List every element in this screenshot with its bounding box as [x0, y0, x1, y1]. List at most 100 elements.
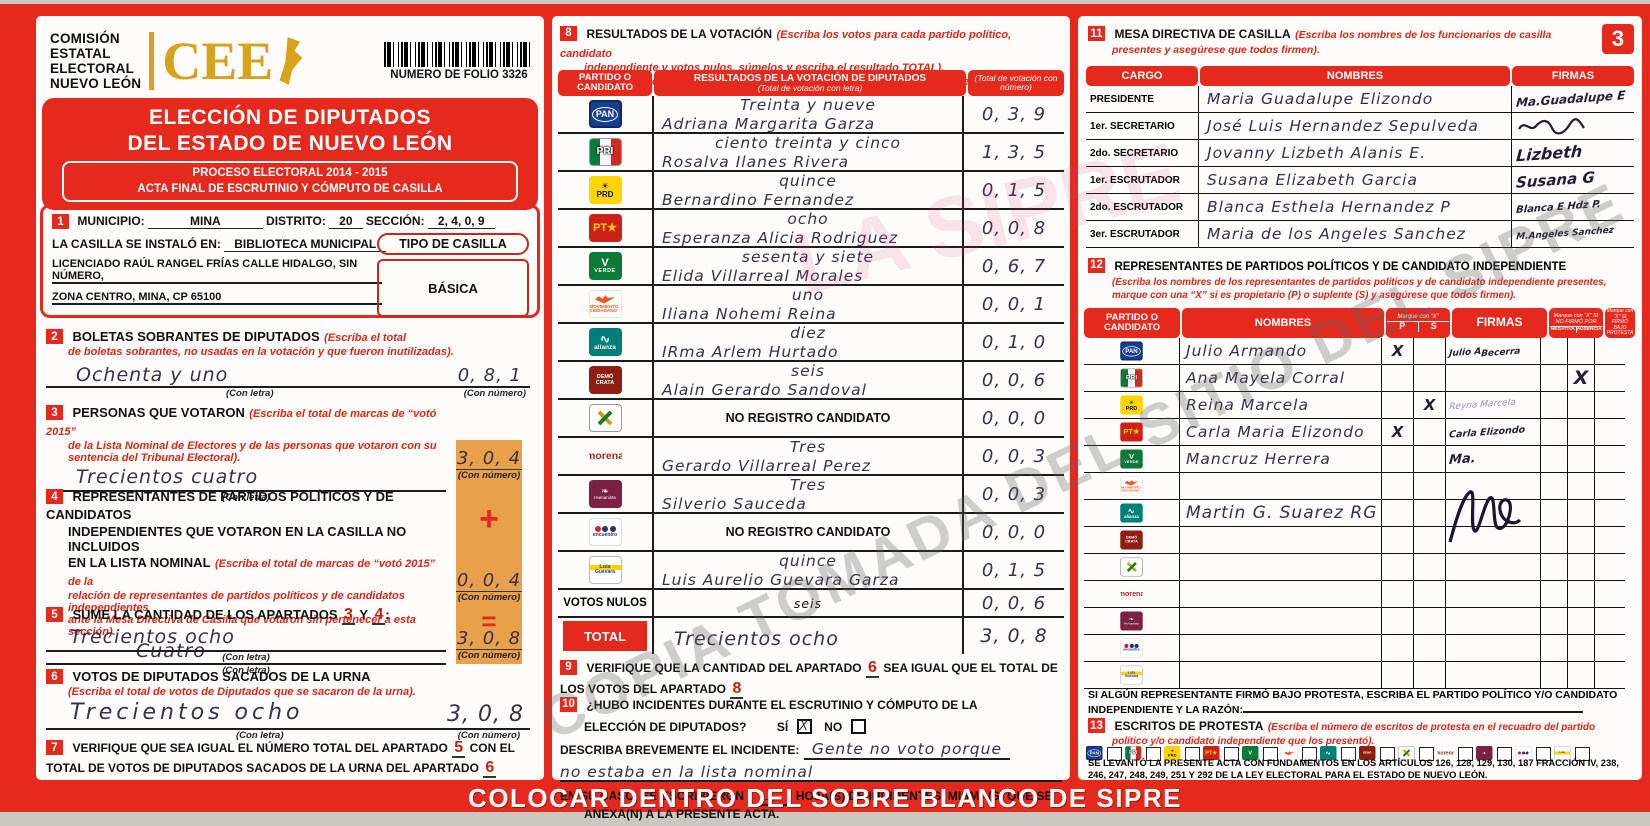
- pt-label: PT★: [593, 221, 617, 234]
- candidate-name: Rosalva Ilanes Rivera: [662, 153, 850, 171]
- col-marque-ps: Marque con “X”: [1397, 313, 1439, 320]
- party-row-prd: ☀ PRD quince Bernardino Fernandez 0, 1, 5: [558, 172, 1064, 210]
- rep-row-independiente: Luis Guevara: [1084, 662, 1636, 689]
- col-cargo: CARGO: [1121, 69, 1163, 82]
- prd-label: PRD: [596, 189, 614, 199]
- candidate-name: Luis Aurelio Guevara Garza: [662, 571, 900, 589]
- no-registro-label: NO REGISTRO CANDIDATO: [725, 411, 891, 425]
- protesta-item-mc: [1281, 746, 1317, 762]
- seccion-value: 2, 4, 0, 9: [427, 214, 495, 229]
- candidate-name: Alain Gerardo Sandoval: [662, 381, 867, 399]
- legal-text: 246, 247, 248, 249, 251 Y 292 DE LA LEY …: [1088, 769, 1488, 780]
- section-title: VOTOS DE DIPUTADOS SACADOS DE LA URNA: [72, 669, 371, 684]
- col-bajo-protesta: Marque con “X” SI FIRMÓ BAJO PROTESTA: [1606, 308, 1634, 337]
- verde-label: VERDE: [594, 267, 616, 274]
- votes-words: uno: [791, 286, 825, 304]
- protesta-count-box: [1419, 747, 1434, 761]
- document-red-frame: COMISIÓN ESTATAL ELECTORAL NUEVO LEÓN CE…: [0, 4, 1650, 821]
- protesta-item-prd: ☀ PRD: [1164, 746, 1200, 762]
- representante-nombre: Mancruz Herrera: [1180, 446, 1382, 473]
- funcionario-nombre: José Luis Hernandez Sepulveda: [1198, 113, 1512, 140]
- votes-number: 0, 1, 5: [981, 559, 1047, 581]
- section-incidentes: 10 ¿HUBO INCIDENTES DURANTE EL ESCRUTINI…: [560, 694, 1062, 823]
- section-title: EN LA LISTA NOMINAL: [68, 555, 211, 570]
- morena-label: morena: [1120, 589, 1142, 598]
- handwritten-number: 0, 0, 4: [456, 570, 522, 592]
- mesa-row: PRESIDENTE Maria Guadalupe Elizondo Ma.G…: [1086, 86, 1634, 113]
- col-numero: (Total de votación con número): [974, 72, 1058, 92]
- barcode-icon: [384, 41, 532, 67]
- humanista-logo: ❧ Humanista: [588, 480, 622, 508]
- party-row-nueva-alianza: ∿ alianza diez IRma Arlem Hurtado 0, 1, 0: [558, 324, 1064, 362]
- protesta-item-encuentro: [1515, 746, 1551, 762]
- org-line: ELECTORAL: [50, 61, 135, 76]
- con-numero-caption: (Con número): [457, 470, 521, 481]
- firma: Blanca E Hdz P.: [1515, 198, 1602, 216]
- section-number-badge: 9: [560, 660, 577, 676]
- mc-eagle-icon: [595, 295, 615, 304]
- section-boletas-sobrantes: 2 BOLETAS SOBRANTES DE DIPUTADOS (Escrib…: [46, 328, 530, 400]
- party-row-pan: PAN Treinta y nueve Adriana Margarita Gar…: [558, 96, 1064, 134]
- handwritten-number: 3, 0, 8: [456, 628, 522, 650]
- protesta-text: INDEPENDIENTE Y LA RAZÓN:: [1088, 703, 1243, 716]
- ausencia-x: X: [1573, 367, 1589, 389]
- pri-label: PRI: [1129, 750, 1138, 756]
- rep-row-pri: PRI Ana Mayela Corral X: [1084, 365, 1636, 392]
- section-number-badge: 11: [1088, 26, 1105, 42]
- section-number-badge: 10: [560, 697, 577, 713]
- representantes-table-header: PARTIDO O CANDIDATO NOMBRES Marque con “…: [1084, 308, 1636, 338]
- pt-label: PT★: [1205, 749, 1218, 756]
- col-partido: PARTIDO O CANDIDATO: [1103, 311, 1161, 333]
- encuentro-label: encuentro: [1123, 648, 1140, 653]
- rep-row-verde: V VERDE Mancruz Herrera Ma.: [1084, 446, 1636, 473]
- pan-logo: PAN: [1120, 341, 1143, 361]
- tipo-casilla-block: TIPO DE CASILLA BÁSICA: [377, 233, 529, 317]
- morena-logo: morena: [1120, 584, 1142, 603]
- firma: Carla Elizondo: [1448, 423, 1526, 441]
- pan-logo: PAN: [588, 100, 622, 128]
- cruzada-x-icon: [597, 410, 613, 426]
- section-title: BOLETAS SOBRANTES DE DIPUTADOS: [72, 329, 320, 344]
- municipio-row: 1 MUNICIPIO: MINA DISTRITO: 20 SECCIÓN: …: [52, 214, 528, 230]
- nueva-alianza-logo: ∿ alianza: [588, 328, 622, 356]
- protesta-item-morena: morena: [1437, 746, 1473, 762]
- handwritten-words: Ochenta y uno: [76, 364, 229, 386]
- firma: Reyna Marcela: [1448, 397, 1516, 413]
- protesta-item-independiente: Luis: [1554, 746, 1590, 762]
- morena-logo: morena: [1437, 746, 1454, 760]
- rep-row-nueva-alianza: ∿ alianza Martin G. Suarez RG: [1084, 490, 1636, 543]
- col-firmas: FIRMAS: [1476, 315, 1523, 330]
- pri-label: PRI: [596, 146, 614, 157]
- acta-label: ACTA FINAL DE ESCRUTINIO Y CÓMPUTO DE CA…: [137, 182, 443, 195]
- sobre-blanco-banner: COLOCAR DENTRO DEL SOBRE BLANCO DE SIPRE: [468, 783, 1182, 813]
- col-firmas: FIRMAS: [1551, 69, 1595, 82]
- candidato-independiente-logo: Luis Guevara: [588, 556, 622, 584]
- casilla-label: LA CASILLA SE INSTALÓ EN:: [52, 237, 221, 252]
- section-title: Y: [359, 607, 368, 622]
- section-verifique: 7 VERIFIQUE QUE SEA IGUAL EL NÚMERO TOTA…: [46, 738, 530, 778]
- con-letra-caption: (Con letra): [222, 652, 270, 663]
- prd-logo: ☀ PRD: [1164, 746, 1181, 760]
- section-title: ESCRITOS DE PROTESTA: [1114, 719, 1264, 733]
- con-letra-caption: (Con letra): [226, 388, 274, 399]
- protesta-item-democrata: DEMÓ: [1359, 746, 1395, 762]
- verde-logo: V VERDE: [588, 252, 622, 280]
- cargo-label: 2do. ESCRUTADOR: [1086, 194, 1198, 221]
- election-title-line2: DEL ESTADO DE NUEVO LEÓN: [127, 131, 453, 155]
- alianza-label: alianza: [594, 343, 616, 351]
- org-line: NUEVO LEÓN: [50, 76, 142, 92]
- firma: Julio A: [1448, 346, 1482, 360]
- encuentro-dots-icon: [1518, 751, 1529, 755]
- page-number-badge: 3: [1602, 24, 1634, 54]
- pan-label: PAN: [591, 106, 619, 122]
- section-title: REPRESENTANTES DE PARTIDOS POLÍTICOS Y D…: [1114, 261, 1567, 273]
- movimiento-ciudadano-logo: MOVIMIENTO CIUDADANO: [588, 290, 622, 318]
- col-s: S: [1430, 321, 1437, 332]
- mc-label: MOVIMIENTO CIUDADANO: [1120, 485, 1141, 493]
- caption-row: (Con letra) (Con número): [46, 730, 530, 742]
- apartado-ref: 5: [452, 739, 466, 758]
- section-instruction: marque con una “X” si es propietario (P)…: [1112, 289, 1516, 301]
- si-checkbox: X: [796, 719, 812, 734]
- col-p: P: [1387, 321, 1419, 333]
- protesta-item-pt: PT★: [1203, 746, 1239, 762]
